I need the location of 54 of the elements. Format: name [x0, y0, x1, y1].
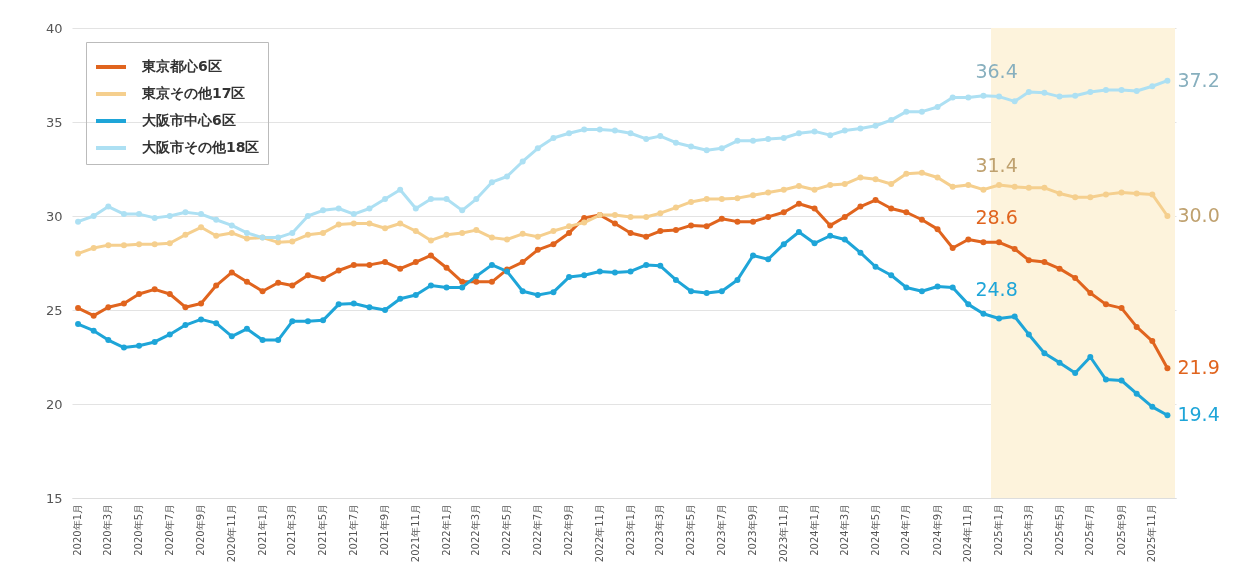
y-tick-label: 20 [45, 396, 63, 412]
x-tick-label: 2022年1月 [440, 504, 452, 556]
x-tick-label: 2020年9月 [195, 504, 207, 556]
y-tick-label: 40 [45, 20, 63, 36]
x-tick-label: 2024年5月 [869, 504, 881, 556]
y-tick-label: 15 [45, 490, 63, 506]
legend-label: 大阪市中心6区 [142, 112, 236, 128]
x-tick-label: 2025年11月 [1146, 504, 1158, 563]
x-tick-label: 2021年5月 [317, 504, 329, 556]
y-tick-label: 25 [45, 302, 63, 318]
x-tick-label: 2020年5月 [133, 504, 145, 556]
x-tick-label: 2023年11月 [777, 504, 789, 563]
x-tick-label: 2024年9月 [931, 504, 943, 556]
x-tick-label: 2022年11月 [593, 504, 605, 563]
x-tick-label: 2020年7月 [163, 504, 175, 556]
annotation: 36.4 [975, 59, 1018, 82]
x-tick-label: 2022年3月 [470, 504, 482, 556]
y-tick-label: 35 [45, 114, 63, 130]
annotation: 30.0 [1177, 204, 1220, 226]
x-tick-label: 2022年5月 [501, 504, 513, 556]
annotation: 28.6 [975, 206, 1018, 229]
x-tick-label: 2023年9月 [747, 504, 759, 556]
x-tick-label: 2025年3月 [1022, 504, 1034, 556]
x-tick-label: 2025年1月 [993, 504, 1005, 556]
x-tick-label: 2020年11月 [225, 504, 237, 563]
x-tick-label: 2021年1月 [256, 504, 268, 556]
annotation: 31.4 [975, 153, 1018, 176]
annotation: 24.8 [975, 277, 1018, 300]
x-tick-label: 2023年7月 [715, 504, 727, 556]
annotation: 37.2 [1177, 68, 1220, 91]
x-tick-label: 2024年11月 [962, 504, 974, 563]
x-tick-label: 2021年9月 [379, 504, 391, 556]
legend-label: 大阪市その他18区 [142, 139, 260, 155]
x-tick-label: 2024年7月 [900, 504, 912, 556]
x-tick-label: 2024年1月 [808, 504, 820, 556]
x-tick-label: 2025年7月 [1084, 504, 1096, 556]
x-tick-label: 2020年1月 [72, 504, 84, 556]
x-tick-label: 2025年9月 [1115, 504, 1127, 556]
x-tick-label: 2022年7月 [531, 504, 543, 556]
x-tick-label: 2025年5月 [1053, 504, 1065, 556]
x-tick-label: 2021年7月 [347, 504, 359, 556]
legend-label: 東京その他17区 [141, 85, 246, 101]
x-tick-label: 2023年5月 [685, 504, 697, 556]
annotation: 19.4 [1177, 403, 1220, 426]
x-tick-label: 2023年3月 [654, 504, 666, 556]
x-tick-label: 2022年9月 [563, 504, 575, 556]
x-tick-label: 2021年11月 [409, 504, 421, 563]
annotation: 21.9 [1177, 356, 1220, 379]
legend-label: 東京都心6区 [141, 58, 222, 74]
x-tick-label: 2023年1月 [624, 504, 636, 556]
x-tick-label: 2021年3月 [286, 504, 298, 556]
x-tick-label: 2020年3月 [102, 504, 114, 556]
x-tick-label: 2024年3月 [838, 504, 850, 556]
y-tick-label: 30 [45, 208, 63, 224]
